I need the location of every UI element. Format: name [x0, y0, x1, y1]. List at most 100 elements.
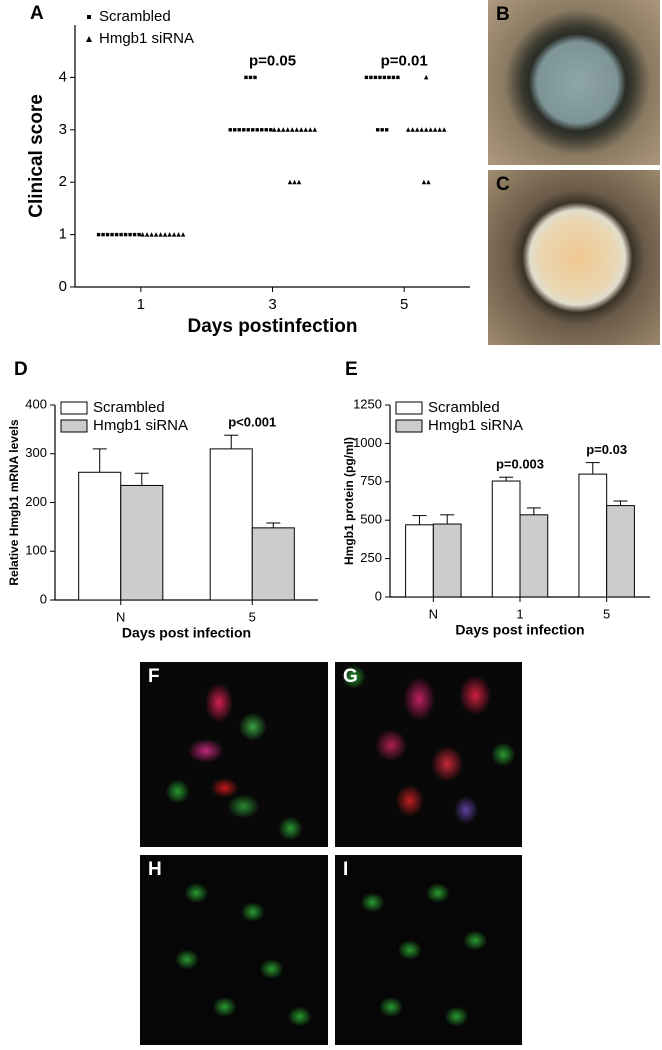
bar: [209, 448, 253, 601]
point: [294, 127, 299, 132]
x-tick-label: 3: [268, 296, 276, 313]
point: [285, 127, 290, 132]
legend-label: Scrambled: [93, 399, 165, 416]
bar: [78, 471, 122, 601]
point: [162, 232, 168, 237]
point: [428, 127, 433, 132]
point: [384, 128, 389, 132]
bar: [519, 514, 549, 598]
point: [260, 128, 264, 132]
point: [287, 179, 293, 185]
point: [290, 127, 295, 132]
point: [312, 127, 317, 132]
point: [137, 232, 141, 237]
point: [423, 74, 429, 80]
point: [237, 128, 241, 132]
micrograph: I: [335, 855, 522, 1045]
point: [369, 75, 373, 80]
x-axis-label: Days postinfection: [188, 316, 358, 337]
point: [410, 127, 415, 132]
bar: [251, 527, 295, 601]
point: [364, 75, 369, 80]
point: [253, 75, 257, 80]
point: [110, 232, 114, 237]
panel-label: B: [496, 4, 510, 25]
point: [233, 128, 237, 132]
x-axis-label: Days post infection: [455, 622, 584, 638]
point: [153, 232, 159, 237]
point: [380, 128, 384, 132]
point: [176, 232, 181, 237]
micrograph: H: [140, 855, 328, 1045]
x-axis-label: Days post infection: [122, 625, 251, 641]
point: [119, 232, 123, 237]
y-axis-label: Hmgb1 protein (pg/ml): [342, 437, 356, 565]
bar: [405, 524, 434, 598]
panel-label: G: [343, 666, 358, 687]
point: [296, 179, 302, 185]
point: [396, 75, 400, 80]
annotation: p=0.05: [249, 52, 296, 69]
y-tick-label: 100: [25, 543, 47, 558]
point: [441, 127, 447, 132]
point: [373, 75, 378, 80]
point: [128, 232, 132, 237]
micrograph: G: [335, 662, 522, 847]
point: [242, 128, 246, 132]
panel-label: I: [343, 859, 349, 880]
point: [264, 128, 268, 132]
panel-label: A: [30, 3, 44, 24]
legend-label: Scrambled: [428, 399, 500, 416]
eye-photo: C: [488, 170, 660, 345]
point: [414, 127, 420, 132]
y-tick-label: 0: [375, 588, 382, 603]
y-axis-label: Clinical score: [26, 94, 47, 218]
point: [303, 127, 308, 132]
point: [244, 75, 248, 80]
point: [96, 232, 101, 237]
y-tick-label: 2: [59, 173, 67, 190]
x-tick-label: 5: [400, 296, 408, 313]
point: [432, 127, 438, 132]
y-tick-label: 0: [59, 278, 67, 295]
annotation: p=0.01: [381, 52, 428, 69]
point: [158, 232, 163, 237]
point: [292, 179, 297, 185]
point: [269, 128, 273, 132]
point: [299, 127, 304, 132]
annotation: p=0.03: [586, 442, 627, 457]
y-tick-label: 1250: [353, 396, 382, 411]
y-tick-label: 0: [40, 591, 47, 606]
point: [228, 128, 232, 132]
point: [405, 127, 411, 132]
legend-swatch: [395, 419, 423, 433]
point: [382, 75, 387, 80]
point: [180, 232, 186, 237]
x-tick-label: N: [116, 609, 125, 624]
panel-label: E: [345, 359, 358, 380]
point: [140, 232, 145, 237]
x-tick-label: 1: [516, 606, 523, 621]
point: [167, 232, 172, 237]
point: [419, 127, 424, 132]
point: [281, 127, 286, 132]
point: [272, 127, 277, 132]
point: [276, 127, 281, 132]
x-tick-label: N: [429, 606, 438, 621]
legend-swatch: [60, 401, 88, 415]
point: [144, 232, 150, 237]
x-tick-label: 1: [137, 296, 145, 313]
point: [421, 179, 427, 185]
legend-label: Hmgb1 siRNA: [93, 417, 188, 434]
y-tick-label: 750: [360, 473, 382, 488]
micrograph: F: [140, 662, 328, 847]
point: [101, 232, 105, 237]
annotation: p<0.001: [228, 415, 276, 430]
annotation: p=0.003: [496, 457, 544, 472]
y-tick-label: 300: [25, 445, 47, 460]
legend-label: Hmgb1 siRNA: [428, 417, 523, 434]
charts: A 0 1 2 3 4 1 3 5 Days postinfection Clinical scor…: [7, 3, 650, 641]
x-tick-label: 5: [249, 609, 256, 624]
bar: [432, 523, 462, 598]
